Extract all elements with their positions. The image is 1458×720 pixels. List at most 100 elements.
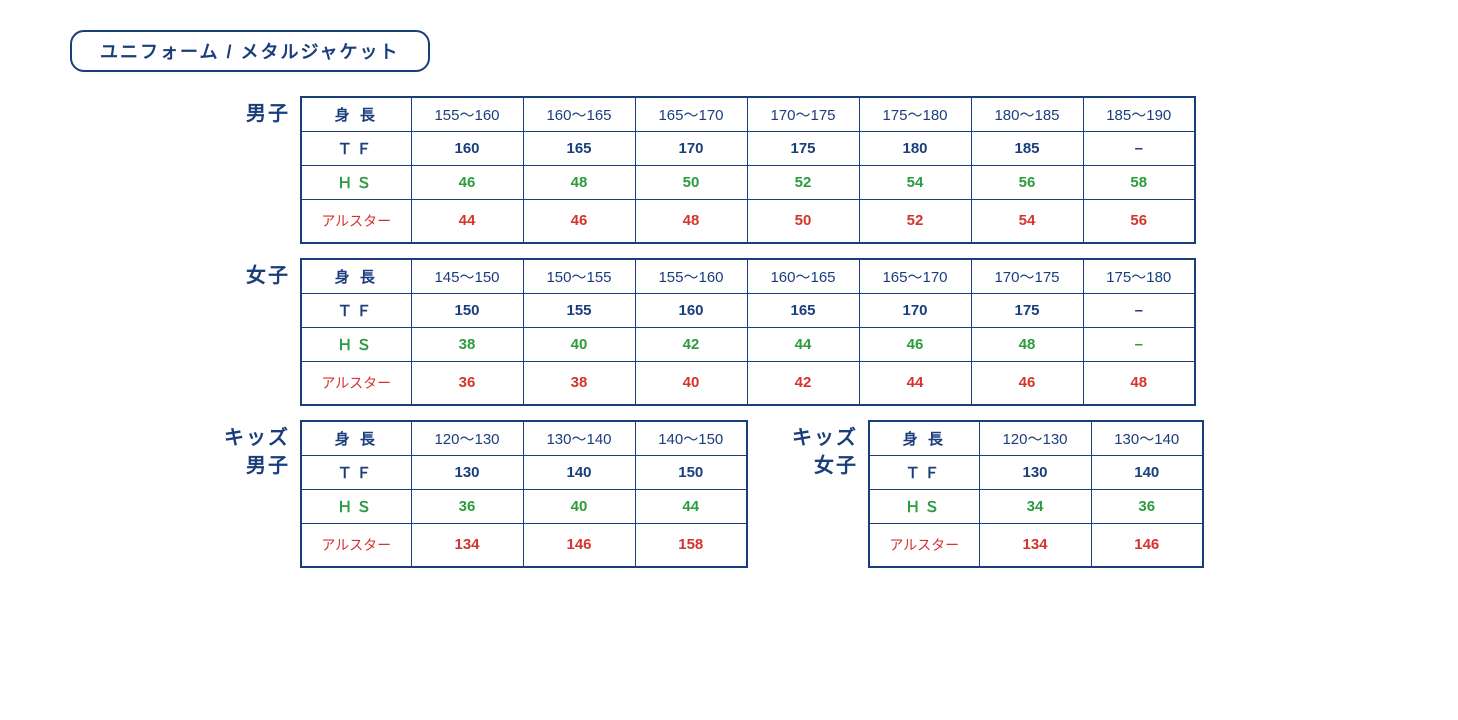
cell: 146 <box>1091 523 1203 567</box>
table-row: ＨＳ 34 36 <box>869 489 1203 523</box>
table-row: ＴＦ 130 140 <box>869 455 1203 489</box>
cell: 34 <box>979 489 1091 523</box>
cell: 48 <box>971 327 1083 361</box>
row-label-height: 身 長 <box>869 421 979 455</box>
cell: 155～160 <box>411 97 523 131</box>
table-row: ＨＳ 38 40 42 44 46 48 – <box>301 327 1195 361</box>
row-label-allstar: アルスター <box>869 523 979 567</box>
cell: 175 <box>747 131 859 165</box>
kids-boys-side-label: キッズ 男子 <box>220 420 300 480</box>
row-label-height: 身 長 <box>301 259 411 293</box>
cell: 170～175 <box>747 97 859 131</box>
row-label-height: 身 長 <box>301 97 411 131</box>
cell: 120～130 <box>979 421 1091 455</box>
row-label-tf: ＴＦ <box>301 293 411 327</box>
cell: 46 <box>523 199 635 243</box>
table-row: 身 長 120～130 130～140 140～150 <box>301 421 747 455</box>
cell: 165～170 <box>859 259 971 293</box>
kids-girls-table: 身 長 120～130 130～140 ＴＦ 130 140 ＨＳ 34 36 … <box>868 420 1204 568</box>
kids-girls-side-label: キッズ 女子 <box>788 420 868 480</box>
cell: 120～130 <box>411 421 523 455</box>
cell: 165 <box>747 293 859 327</box>
table-row: ＴＦ 150 155 160 165 170 175 – <box>301 293 1195 327</box>
table-row: 身 長 155～160 160～165 165～170 170～175 175～… <box>301 97 1195 131</box>
mens-table: 身 長 155～160 160～165 165～170 170～175 175～… <box>300 96 1196 244</box>
cell: 58 <box>1083 165 1195 199</box>
table-row: ＴＦ 130 140 150 <box>301 455 747 489</box>
cell: 40 <box>635 361 747 405</box>
cell: 160 <box>411 131 523 165</box>
cell: 48 <box>1083 361 1195 405</box>
table-row: アルスター 44 46 48 50 52 54 56 <box>301 199 1195 243</box>
kids-row: キッズ 男子 身 長 120～130 130～140 140～150 ＴＦ 13… <box>220 420 1398 568</box>
table-row: ＴＦ 160 165 170 175 180 185 – <box>301 131 1195 165</box>
kids-girls-label-2: 女子 <box>814 455 858 477</box>
cell: 130～140 <box>523 421 635 455</box>
cell: 44 <box>859 361 971 405</box>
kids-boys-table: 身 長 120～130 130～140 140～150 ＴＦ 130 140 1… <box>300 420 748 568</box>
kids-girls-label-1: キッズ <box>792 427 858 449</box>
cell: – <box>1083 131 1195 165</box>
row-label-hs: ＨＳ <box>869 489 979 523</box>
cell: 46 <box>971 361 1083 405</box>
cell: 36 <box>1091 489 1203 523</box>
cell: 165 <box>523 131 635 165</box>
cell: 42 <box>635 327 747 361</box>
row-label-hs: ＨＳ <box>301 165 411 199</box>
cell: 36 <box>411 361 523 405</box>
row-label-hs: ＨＳ <box>301 327 411 361</box>
cell: 40 <box>523 489 635 523</box>
cell: 54 <box>859 165 971 199</box>
row-label-tf: ＴＦ <box>869 455 979 489</box>
cell: 46 <box>411 165 523 199</box>
cell: 158 <box>635 523 747 567</box>
cell: 36 <box>411 489 523 523</box>
cell: 185～190 <box>1083 97 1195 131</box>
cell: 145～150 <box>411 259 523 293</box>
kids-boys-block: キッズ 男子 身 長 120～130 130～140 140～150 ＴＦ 13… <box>220 420 748 568</box>
cell: 44 <box>635 489 747 523</box>
cell: 56 <box>971 165 1083 199</box>
cell: 134 <box>979 523 1091 567</box>
cell: 44 <box>747 327 859 361</box>
cell: 170 <box>859 293 971 327</box>
cell: 54 <box>971 199 1083 243</box>
table-row: 身 長 145～150 150～155 155～160 160～165 165～… <box>301 259 1195 293</box>
womens-block: 女子 身 長 145～150 150～155 155～160 160～165 1… <box>220 258 1398 406</box>
cell: 170 <box>635 131 747 165</box>
cell: 44 <box>411 199 523 243</box>
cell: – <box>1083 293 1195 327</box>
row-label-allstar: アルスター <box>301 199 411 243</box>
cell: 150 <box>635 455 747 489</box>
cell: 48 <box>523 165 635 199</box>
womens-table: 身 長 145～150 150～155 155～160 160～165 165～… <box>300 258 1196 406</box>
table-row: アルスター 134 146 <box>869 523 1203 567</box>
cell: 50 <box>635 165 747 199</box>
kids-boys-label-1: キッズ <box>224 427 290 449</box>
row-label-allstar: アルスター <box>301 523 411 567</box>
cell: 175～180 <box>1083 259 1195 293</box>
mens-side-label: 男子 <box>220 96 300 128</box>
table-row: 身 長 120～130 130～140 <box>869 421 1203 455</box>
cell: 160 <box>635 293 747 327</box>
cell: 130～140 <box>1091 421 1203 455</box>
page-title: ユニフォーム / メタルジャケット <box>70 30 430 72</box>
cell: 146 <box>523 523 635 567</box>
cell: 46 <box>859 327 971 361</box>
cell: 56 <box>1083 199 1195 243</box>
cell: 160～165 <box>523 97 635 131</box>
cell: 52 <box>747 165 859 199</box>
cell: 48 <box>635 199 747 243</box>
cell: 140 <box>1091 455 1203 489</box>
row-label-tf: ＴＦ <box>301 455 411 489</box>
mens-block: 男子 身 長 155～160 160～165 165～170 170～175 1… <box>220 96 1398 244</box>
cell: 150 <box>411 293 523 327</box>
cell: 155～160 <box>635 259 747 293</box>
cell: 150～155 <box>523 259 635 293</box>
kids-girls-block: キッズ 女子 身 長 120～130 130～140 ＴＦ 130 140 ＨＳ… <box>788 420 1204 568</box>
row-label-height: 身 長 <box>301 421 411 455</box>
cell: 52 <box>859 199 971 243</box>
cell: 50 <box>747 199 859 243</box>
cell: 175 <box>971 293 1083 327</box>
row-label-allstar: アルスター <box>301 361 411 405</box>
